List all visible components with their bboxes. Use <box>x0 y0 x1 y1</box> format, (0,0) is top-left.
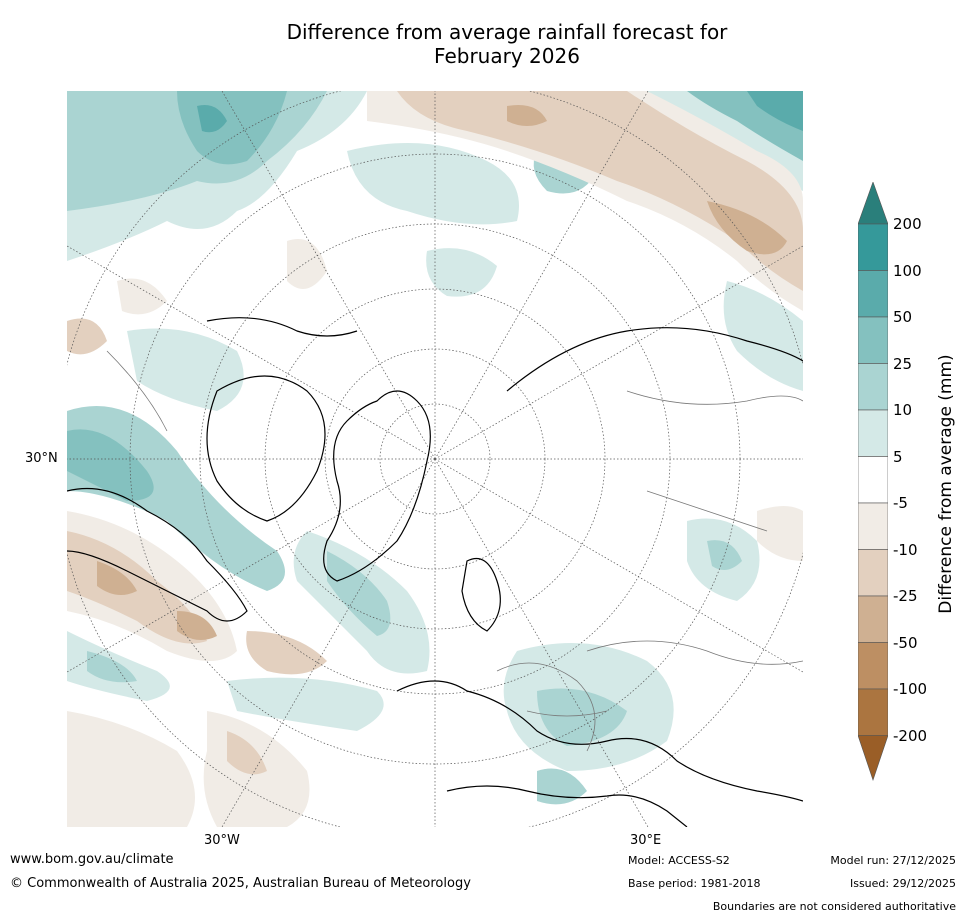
colorbar-tick: 50 <box>893 308 913 326</box>
colorbar <box>858 182 888 781</box>
lon-label-30e: 30°E <box>630 833 662 848</box>
colorbar-tick: 10 <box>893 401 913 419</box>
coastlines <box>67 317 803 827</box>
footer-model-run: Model run: 27/12/2025 <box>830 854 956 867</box>
title-line-1: Difference from average rainfall forecas… <box>286 20 728 44</box>
map-title: Difference from average rainfall forecas… <box>0 20 965 68</box>
colorbar-label: Difference from average (mm) <box>936 354 956 614</box>
colorbar-tick: -25 <box>893 587 918 605</box>
coastline-greenland <box>323 390 431 582</box>
colorbar-band-5-10 <box>858 409 888 457</box>
colorbar-tick: 200 <box>893 215 922 233</box>
colorbar-band-m5-m10 <box>858 502 888 550</box>
graticule <box>67 91 803 827</box>
country-boundaries <box>106 350 803 752</box>
footer-model: Model: ACCESS-S2 <box>628 854 730 867</box>
colorbar-band-25-50 <box>858 316 888 364</box>
dry-anomaly-regions <box>67 91 803 827</box>
coastline-scandinavia <box>461 557 501 632</box>
footer-disclaimer: Boundaries are not considered authoritat… <box>712 900 956 913</box>
colorbar-tick: -5 <box>893 494 908 512</box>
lon-label-30w: 30°W <box>204 833 240 848</box>
colorbar-band-50-100 <box>858 270 888 318</box>
colorbar-band-neutral <box>858 456 888 504</box>
colorbar-band-m100-m200 <box>858 688 888 736</box>
rainfall-anomaly-map <box>67 91 803 827</box>
map-svg <box>67 91 803 827</box>
colorbar-tick: 100 <box>893 262 922 280</box>
lat-label-30n: 30°N <box>25 451 58 466</box>
coastline-mediterranean <box>446 785 688 827</box>
colorbar-band-m25-m50 <box>858 595 888 643</box>
coastline-canada-arctic <box>206 375 326 522</box>
footer-base-period: Base period: 1981-2018 <box>628 877 761 890</box>
coastline-europe <box>396 680 803 802</box>
coastline-alaska <box>206 317 358 337</box>
colorbar-band-10-25 <box>858 363 888 411</box>
title-line-2: February 2026 <box>434 44 580 68</box>
colorbar-tick: -10 <box>893 541 918 559</box>
colorbar-tick: -200 <box>893 727 928 745</box>
footer-issued: Issued: 29/12/2025 <box>849 877 956 890</box>
coastline-siberia <box>506 327 803 392</box>
footer-url[interactable]: www.bom.gov.au/climate <box>10 852 174 867</box>
colorbar-band-m50-m100 <box>858 642 888 690</box>
colorbar-band-100-200 <box>858 223 888 271</box>
colorbar-band-gt200 <box>858 182 888 225</box>
coastline-north-america <box>67 487 248 622</box>
colorbar-band-ltm200 <box>858 735 888 781</box>
colorbar-tick: -50 <box>893 634 918 652</box>
colorbar-band-m10-m25 <box>858 549 888 597</box>
colorbar-tick: -100 <box>893 680 928 698</box>
colorbar-tick: 25 <box>893 355 913 373</box>
colorbar-tick: 5 <box>893 448 903 466</box>
footer-copyright: © Commonwealth of Australia 2025, Austra… <box>10 876 471 891</box>
